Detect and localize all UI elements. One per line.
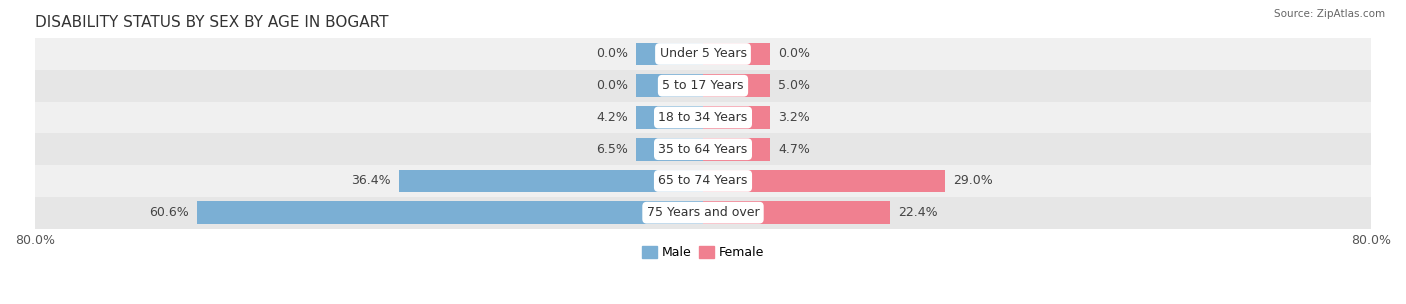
Text: 36.4%: 36.4%: [352, 174, 391, 188]
Text: 0.0%: 0.0%: [596, 79, 628, 92]
Text: 4.7%: 4.7%: [778, 143, 810, 156]
Text: 65 to 74 Years: 65 to 74 Years: [658, 174, 748, 188]
Bar: [703, 106, 770, 129]
Text: 4.2%: 4.2%: [596, 111, 628, 124]
Text: 35 to 64 Years: 35 to 64 Years: [658, 143, 748, 156]
Bar: [636, 43, 703, 65]
Text: 22.4%: 22.4%: [898, 206, 938, 219]
Bar: [35, 165, 1371, 197]
Text: 3.2%: 3.2%: [778, 111, 810, 124]
Text: 18 to 34 Years: 18 to 34 Years: [658, 111, 748, 124]
Bar: [35, 38, 1371, 70]
Text: Source: ZipAtlas.com: Source: ZipAtlas.com: [1274, 9, 1385, 19]
Bar: [703, 138, 770, 161]
Text: Under 5 Years: Under 5 Years: [659, 47, 747, 60]
Text: 6.5%: 6.5%: [596, 143, 628, 156]
Bar: [35, 197, 1371, 229]
Text: 5 to 17 Years: 5 to 17 Years: [662, 79, 744, 92]
Bar: [636, 74, 703, 97]
Bar: [197, 201, 703, 224]
Bar: [636, 106, 703, 129]
Text: 60.6%: 60.6%: [149, 206, 188, 219]
Text: 29.0%: 29.0%: [953, 174, 993, 188]
Text: 0.0%: 0.0%: [778, 47, 810, 60]
Bar: [636, 138, 703, 161]
Bar: [35, 70, 1371, 102]
Text: 5.0%: 5.0%: [778, 79, 810, 92]
Bar: [703, 201, 890, 224]
Text: DISABILITY STATUS BY SEX BY AGE IN BOGART: DISABILITY STATUS BY SEX BY AGE IN BOGAR…: [35, 15, 388, 30]
Text: 75 Years and over: 75 Years and over: [647, 206, 759, 219]
Bar: [399, 170, 703, 192]
Legend: Male, Female: Male, Female: [637, 241, 769, 264]
Bar: [35, 102, 1371, 133]
Bar: [35, 133, 1371, 165]
Bar: [703, 74, 770, 97]
Text: 0.0%: 0.0%: [596, 47, 628, 60]
Bar: [703, 43, 770, 65]
Bar: [703, 170, 945, 192]
